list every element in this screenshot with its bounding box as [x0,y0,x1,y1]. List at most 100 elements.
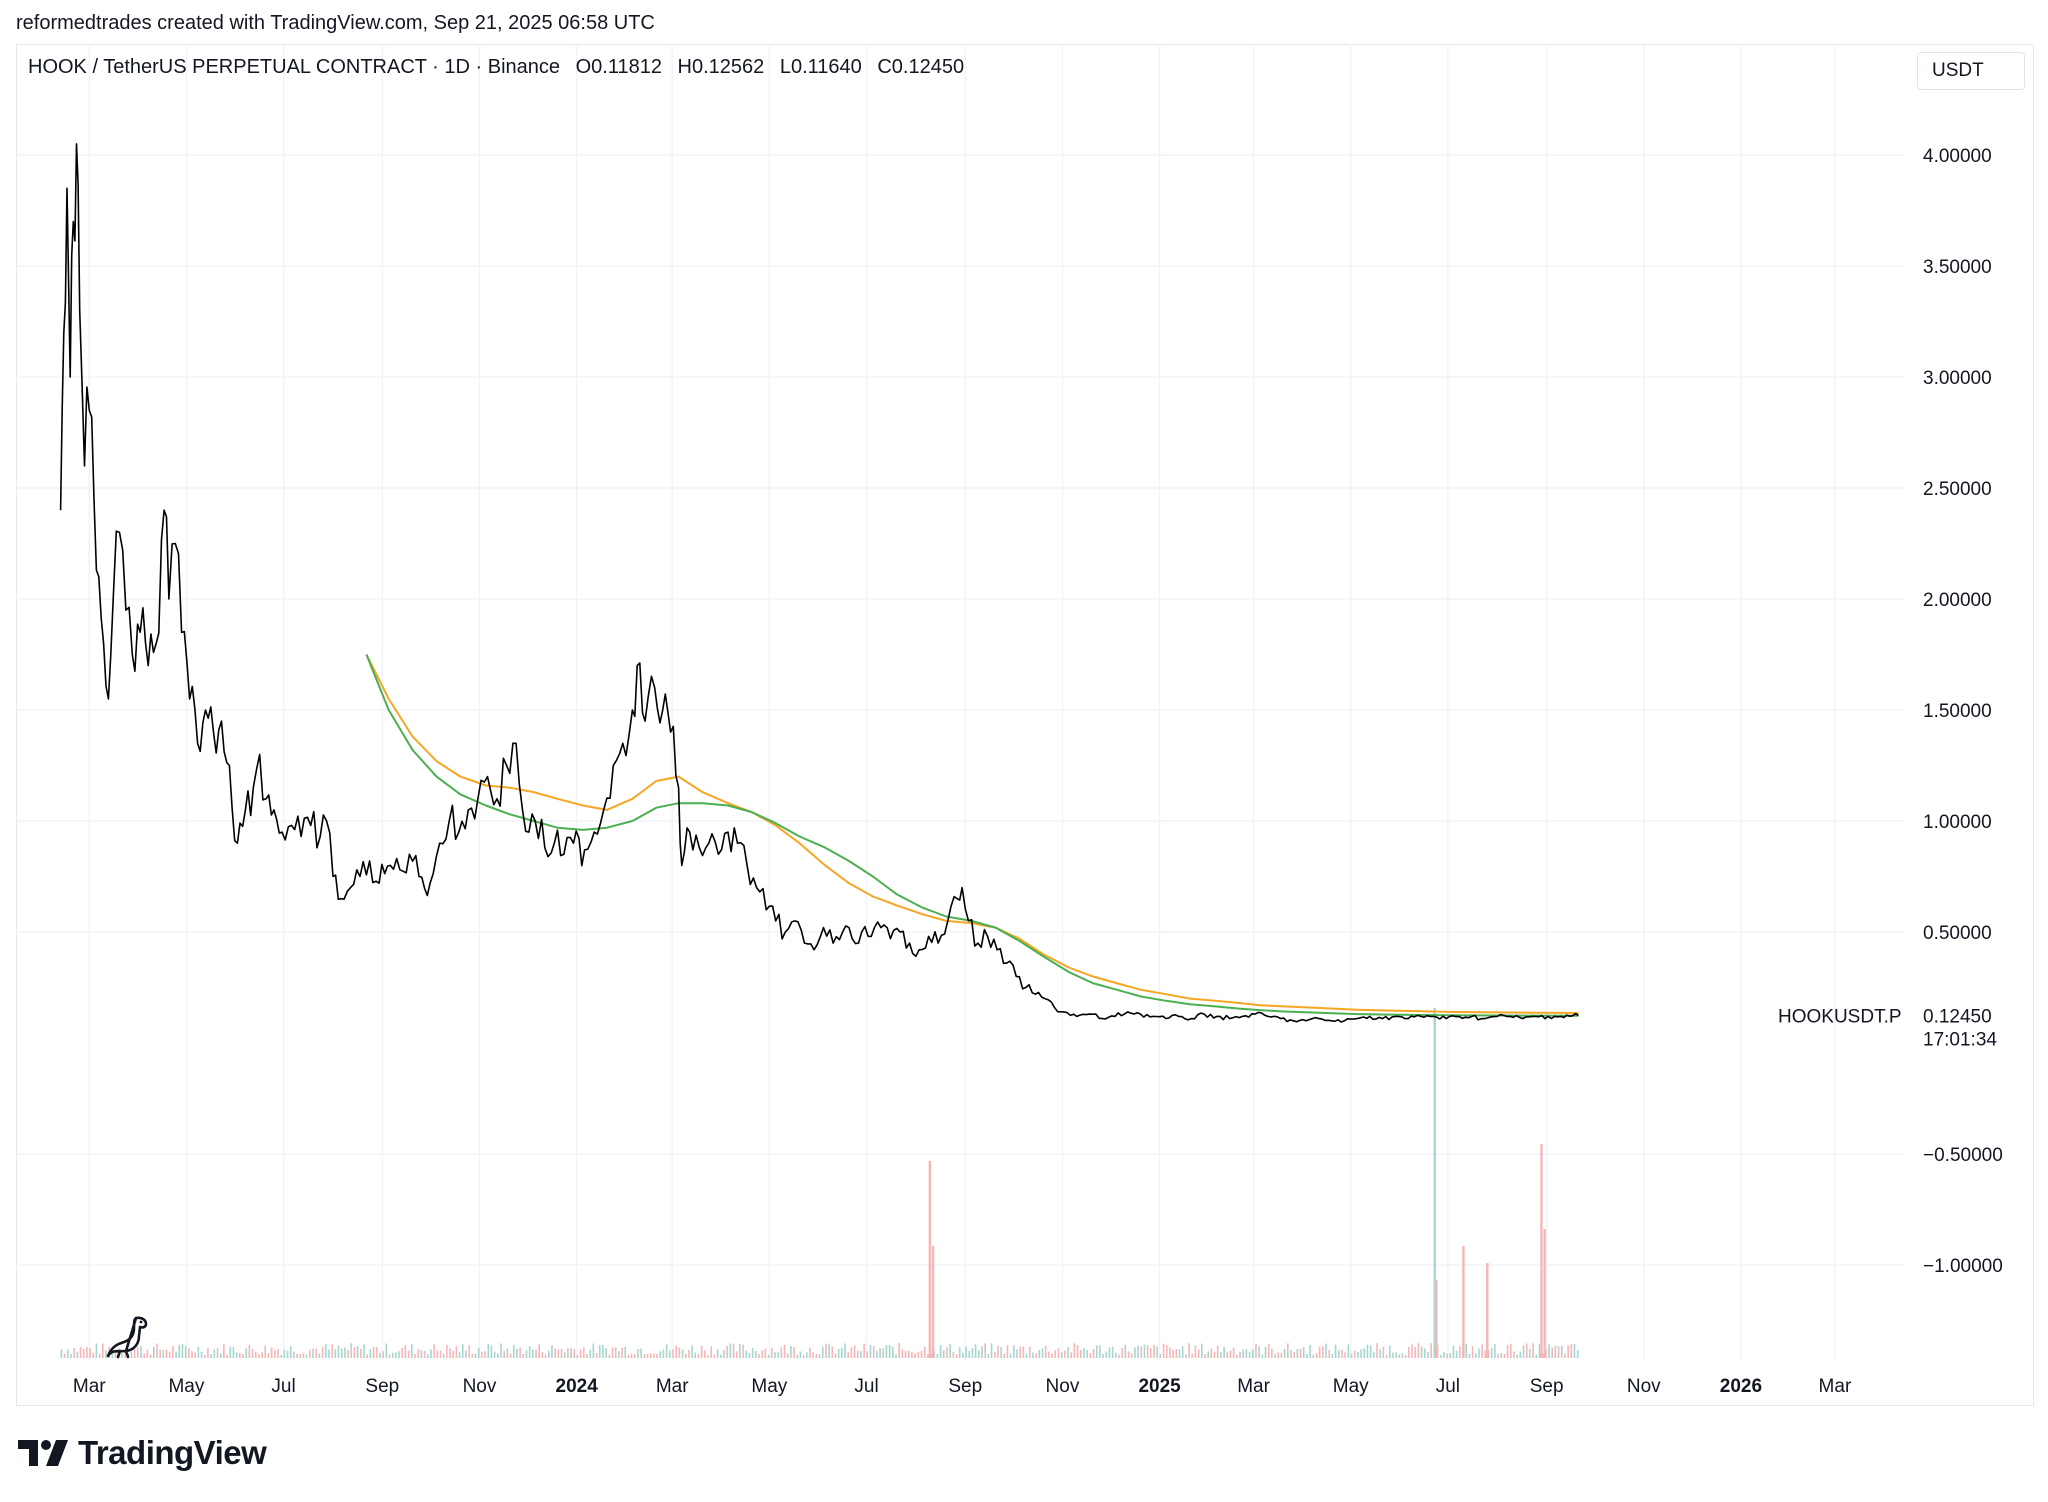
volume-bar [1054,1350,1057,1358]
volume-bar [735,1351,738,1358]
volume-bar [1439,1354,1442,1358]
tradingview-logo[interactable]: TradingView [18,1434,267,1472]
volume-bar [1044,1345,1047,1358]
volume-bar [1573,1343,1576,1358]
chart-frame[interactable] [16,44,2034,1406]
volume-bar [248,1344,251,1358]
volume-bar [1532,1343,1534,1358]
volume-bar [1201,1343,1203,1358]
volume-bar [767,1354,770,1358]
volume-bar [366,1354,369,1358]
volume-bar [391,1352,394,1358]
volume-bar [793,1347,795,1358]
volume-bar [691,1345,693,1358]
volume-bar [732,1343,735,1358]
volume-spike-bar [931,1246,935,1358]
volume-bar [1064,1350,1066,1358]
tradingview-logo-text: TradingView [78,1434,267,1471]
y-tick-label: 1.00000 [1923,812,1992,833]
currency-button[interactable]: USDT [1917,52,2025,90]
volume-bar [856,1350,859,1358]
volume-bar [1086,1349,1088,1358]
volume-bar [646,1354,649,1358]
volume-bar [1143,1344,1146,1358]
volume-bar [398,1351,400,1358]
volume-bar [442,1353,445,1358]
volume-bar [277,1349,279,1358]
volume-bar [981,1346,983,1358]
volume-bar [1159,1353,1162,1358]
volume-bar [1003,1353,1006,1358]
volume-bar [458,1352,461,1358]
volume-spike-bar [1435,1280,1438,1358]
volume-bar [790,1346,792,1358]
volume-bar [624,1346,627,1358]
volume-bar [181,1343,184,1358]
volume-bar [1408,1346,1410,1358]
ohlc-low: L0.11640 [779,56,862,78]
volume-bar [1108,1347,1111,1358]
moving-average-green-line [365,654,1579,1017]
volume-bar [621,1347,623,1358]
volume-bar [401,1347,404,1358]
y-tick-label: 2.50000 [1923,479,1992,500]
volume-bar [1290,1349,1292,1358]
volume-bar [872,1345,875,1358]
volume-bar [484,1351,486,1358]
volume-bar [895,1354,897,1358]
volume-bar [563,1352,566,1358]
volume-bar [216,1347,219,1358]
volume-bar [573,1349,576,1358]
x-tick-label: Jul [271,1376,295,1397]
volume-bar [1468,1353,1471,1358]
volume-bar [958,1347,961,1358]
volume-bar [137,1347,139,1358]
volume-bar [1452,1345,1455,1358]
volume-bar [751,1348,754,1358]
volume-bar [1570,1344,1573,1358]
volume-bar [1360,1349,1362,1358]
volume-bar [614,1347,617,1358]
volume-bar [914,1353,916,1358]
volume-bar [1153,1344,1155,1358]
volume-bar [1210,1348,1213,1358]
volume-bar [1207,1351,1209,1358]
y-tick-label: 3.00000 [1923,368,1992,389]
volume-bar [242,1354,244,1358]
volume-bar [1392,1352,1394,1358]
volume-bar [363,1344,365,1358]
volume-bar [210,1353,212,1358]
volume-bar [917,1351,920,1358]
volume-bar [1318,1346,1321,1358]
volume-bar [481,1351,483,1358]
volume-bar [446,1344,448,1358]
x-tick-label: Nov [463,1376,497,1397]
volume-bar [356,1345,359,1358]
volume-bar [758,1353,760,1358]
volume-bar [618,1351,620,1358]
volume-bar [1315,1353,1318,1358]
volume-bar [471,1353,474,1358]
volume-bar [729,1343,732,1358]
volume-bar [595,1352,598,1358]
volume-bar [570,1347,572,1358]
volume-bar [1267,1344,1270,1358]
volume-bar [1398,1354,1401,1358]
x-tick-label: Jul [854,1376,878,1397]
volume-bar [978,1350,980,1358]
volume-bar [197,1346,200,1358]
volume-bar [694,1352,697,1358]
volume-bar [665,1344,668,1358]
volume-bar [1417,1343,1420,1358]
volume-bar [700,1345,703,1358]
volume-bar [232,1347,235,1358]
symbol-title[interactable]: HOOK / TetherUS PERPETUAL CONTRACT · 1D … [28,56,561,78]
moving-average-orange-line [365,654,1579,1014]
volume-bar [1548,1344,1550,1358]
tradingview-logo-icon [18,1440,68,1466]
volume-bar [1245,1349,1248,1358]
volume-bar [382,1351,384,1358]
volume-bar [1194,1345,1197,1358]
volume-bar [707,1354,709,1358]
